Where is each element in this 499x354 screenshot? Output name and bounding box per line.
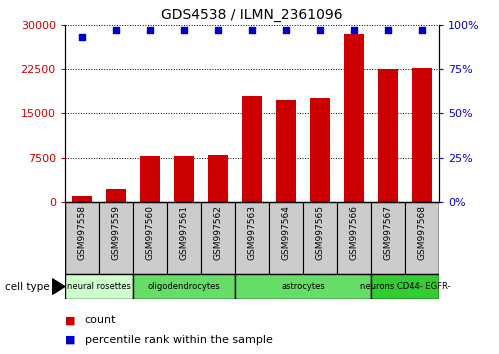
Point bbox=[146, 27, 154, 33]
Bar bbox=[276, 100, 296, 202]
Point bbox=[384, 27, 392, 33]
Text: ■: ■ bbox=[65, 315, 75, 325]
Bar bbox=[140, 156, 160, 202]
Bar bbox=[65, 274, 133, 299]
Bar bbox=[344, 34, 364, 202]
Bar bbox=[133, 202, 167, 274]
Bar bbox=[235, 202, 269, 274]
Text: GSM997568: GSM997568 bbox=[418, 205, 427, 261]
Bar bbox=[371, 274, 439, 299]
Bar bbox=[405, 202, 439, 274]
Text: percentile rank within the sample: percentile rank within the sample bbox=[85, 335, 273, 345]
Text: GSM997558: GSM997558 bbox=[77, 205, 86, 261]
Bar bbox=[303, 202, 337, 274]
Text: GSM997560: GSM997560 bbox=[145, 205, 154, 261]
Point bbox=[350, 27, 358, 33]
Text: neurons CD44- EGFR-: neurons CD44- EGFR- bbox=[360, 282, 450, 291]
Text: ■: ■ bbox=[65, 335, 75, 345]
Text: neural rosettes: neural rosettes bbox=[67, 282, 131, 291]
Bar bbox=[378, 69, 398, 202]
Text: GSM997567: GSM997567 bbox=[384, 205, 393, 261]
Point bbox=[418, 27, 426, 33]
Point bbox=[248, 27, 256, 33]
Bar bbox=[174, 156, 194, 202]
Text: GSM997562: GSM997562 bbox=[214, 205, 223, 260]
Bar bbox=[310, 98, 330, 202]
Bar bbox=[72, 196, 92, 202]
Text: astrocytes: astrocytes bbox=[281, 282, 325, 291]
Bar bbox=[242, 96, 262, 202]
Bar bbox=[99, 202, 133, 274]
Point bbox=[180, 27, 188, 33]
Point bbox=[316, 27, 324, 33]
Bar bbox=[106, 189, 126, 202]
Text: GSM997564: GSM997564 bbox=[281, 205, 290, 260]
Point bbox=[282, 27, 290, 33]
Bar bbox=[371, 202, 405, 274]
Title: GDS4538 / ILMN_2361096: GDS4538 / ILMN_2361096 bbox=[161, 8, 343, 22]
Bar bbox=[235, 274, 371, 299]
Bar bbox=[412, 68, 432, 202]
Text: GSM997565: GSM997565 bbox=[315, 205, 324, 261]
Point bbox=[78, 34, 86, 40]
Bar bbox=[167, 202, 201, 274]
Bar bbox=[208, 155, 228, 202]
Polygon shape bbox=[52, 279, 65, 295]
Text: GSM997561: GSM997561 bbox=[180, 205, 189, 261]
Point bbox=[214, 27, 222, 33]
Bar bbox=[133, 274, 235, 299]
Text: cell type: cell type bbox=[5, 282, 49, 292]
Point bbox=[112, 27, 120, 33]
Bar bbox=[337, 202, 371, 274]
Text: GSM997559: GSM997559 bbox=[111, 205, 120, 261]
Text: GSM997563: GSM997563 bbox=[248, 205, 256, 261]
Text: count: count bbox=[85, 315, 116, 325]
Text: GSM997566: GSM997566 bbox=[350, 205, 359, 261]
Bar bbox=[269, 202, 303, 274]
Text: oligodendrocytes: oligodendrocytes bbox=[148, 282, 221, 291]
Bar bbox=[65, 202, 99, 274]
Bar bbox=[201, 202, 235, 274]
